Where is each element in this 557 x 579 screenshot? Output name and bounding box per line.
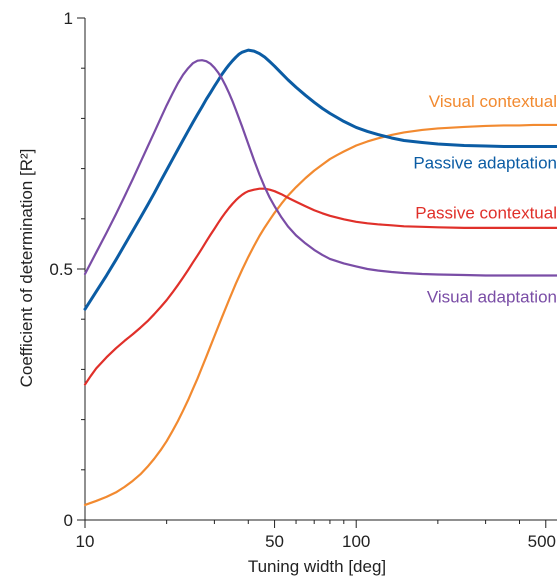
series-label-visual-adaptation: Visual adaptation xyxy=(427,288,557,307)
series-line-passive-contextual xyxy=(83,187,557,386)
series-lines xyxy=(83,48,557,507)
y-tick-label: 0.5 xyxy=(49,260,73,279)
series-line-visual-adaptation xyxy=(83,59,557,277)
x-tick-label: 10 xyxy=(76,532,95,551)
y-tick-label: 0 xyxy=(64,511,73,530)
x-axis-title: Tuning width [deg] xyxy=(248,557,386,576)
series-label-passive-adaptation: Passive adaptation xyxy=(413,154,557,173)
y-axis-title: Coefficient of determination [R²] xyxy=(17,149,36,388)
x-tick-label: 50 xyxy=(265,532,284,551)
series-label-passive-contextual: Passive contextual xyxy=(415,203,557,222)
series-line-passive-adaptation xyxy=(83,48,557,311)
x-tick-label: 100 xyxy=(342,532,370,551)
y-tick-label: 1 xyxy=(64,9,73,28)
series-line-visual-contextual xyxy=(83,123,557,507)
axes: 0 0.5 1 10 50 100 500 xyxy=(49,9,557,551)
x-tick-label: 500 xyxy=(528,532,556,551)
series-labels: Visual contextual Passive adaptation Passi… xyxy=(413,92,557,307)
series-label-visual-contextual: Visual contextual xyxy=(429,92,557,111)
